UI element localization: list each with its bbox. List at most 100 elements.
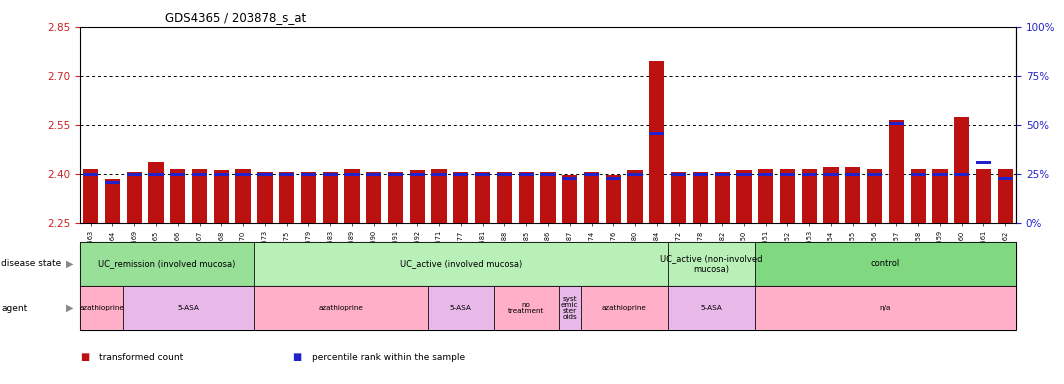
Bar [954, 173, 969, 176]
Bar [671, 172, 686, 223]
Text: ▶: ▶ [66, 303, 73, 313]
Bar [998, 177, 1013, 180]
Bar [497, 172, 512, 223]
Bar [628, 173, 643, 176]
Text: azathioprine: azathioprine [318, 305, 364, 311]
Bar [105, 179, 120, 223]
Bar [605, 175, 621, 223]
Bar [83, 169, 98, 223]
Bar [214, 170, 229, 223]
Bar [801, 169, 817, 223]
Bar [254, 242, 668, 286]
Bar [257, 173, 272, 176]
Text: syst
emic
ster
oids: syst emic ster oids [561, 296, 579, 320]
Bar [605, 177, 621, 180]
Bar [388, 172, 403, 223]
Bar [453, 172, 468, 223]
Bar [345, 169, 360, 223]
Bar [541, 173, 555, 176]
Bar [911, 173, 926, 176]
Bar [559, 286, 581, 330]
Bar [410, 173, 425, 176]
Bar [257, 172, 272, 223]
Bar [235, 173, 251, 176]
Bar [366, 172, 381, 223]
Bar [322, 172, 338, 223]
Bar [649, 61, 664, 223]
Bar [888, 122, 904, 125]
Bar [322, 173, 338, 176]
Bar [428, 286, 494, 330]
Bar [83, 173, 98, 176]
Bar [867, 173, 882, 176]
Bar [254, 286, 428, 330]
Bar [932, 173, 948, 176]
Bar [780, 173, 795, 176]
Bar [235, 169, 251, 223]
Bar [366, 173, 381, 176]
Text: UC_active (non-involved
mucosa): UC_active (non-involved mucosa) [660, 254, 763, 274]
Bar [475, 172, 491, 223]
Bar [541, 172, 555, 223]
Text: azathioprine: azathioprine [79, 305, 124, 311]
Bar [888, 120, 904, 223]
Bar [562, 177, 578, 180]
Bar [976, 169, 991, 223]
Bar [780, 169, 795, 223]
Bar [581, 286, 668, 330]
Bar [754, 286, 1016, 330]
Text: transformed count: transformed count [99, 353, 183, 362]
Bar [214, 173, 229, 176]
Bar [453, 173, 468, 176]
Text: n/a: n/a [880, 305, 892, 311]
Text: ■: ■ [293, 352, 302, 362]
Bar [867, 169, 882, 223]
Bar [345, 173, 360, 176]
Text: agent: agent [1, 304, 28, 313]
Bar [998, 169, 1013, 223]
Bar [954, 117, 969, 223]
Bar [976, 161, 991, 164]
Bar [562, 175, 578, 223]
Bar [432, 169, 447, 223]
Bar [475, 173, 491, 176]
Bar [801, 173, 817, 176]
Bar [148, 173, 164, 176]
Bar [497, 173, 512, 176]
Bar [170, 169, 185, 223]
Bar [628, 170, 643, 223]
Bar [584, 173, 599, 176]
Bar [668, 242, 754, 286]
Text: 5-ASA: 5-ASA [700, 305, 722, 311]
Bar [301, 172, 316, 223]
Bar [649, 132, 664, 135]
Text: ■: ■ [80, 352, 89, 362]
Text: no
treatment: no treatment [508, 302, 545, 314]
Bar [105, 181, 120, 184]
Bar [824, 167, 838, 223]
Bar [127, 173, 142, 176]
Bar [432, 173, 447, 176]
Bar [127, 172, 142, 223]
Bar [693, 173, 708, 176]
Bar [80, 242, 254, 286]
Bar [736, 170, 751, 223]
Bar [123, 286, 254, 330]
Bar [758, 173, 774, 176]
Bar [80, 286, 123, 330]
Text: ▶: ▶ [66, 259, 73, 269]
Bar [758, 169, 774, 223]
Text: percentile rank within the sample: percentile rank within the sample [312, 353, 465, 362]
Bar [518, 173, 534, 176]
Bar [494, 286, 559, 330]
Text: disease state: disease state [1, 260, 62, 268]
Bar [715, 172, 730, 223]
Bar [671, 173, 686, 176]
Bar [192, 169, 207, 223]
Bar [845, 173, 861, 176]
Text: 5-ASA: 5-ASA [450, 305, 471, 311]
Bar [170, 173, 185, 176]
Bar [932, 169, 948, 223]
Text: GDS4365 / 203878_s_at: GDS4365 / 203878_s_at [165, 12, 306, 25]
Bar [192, 173, 207, 176]
